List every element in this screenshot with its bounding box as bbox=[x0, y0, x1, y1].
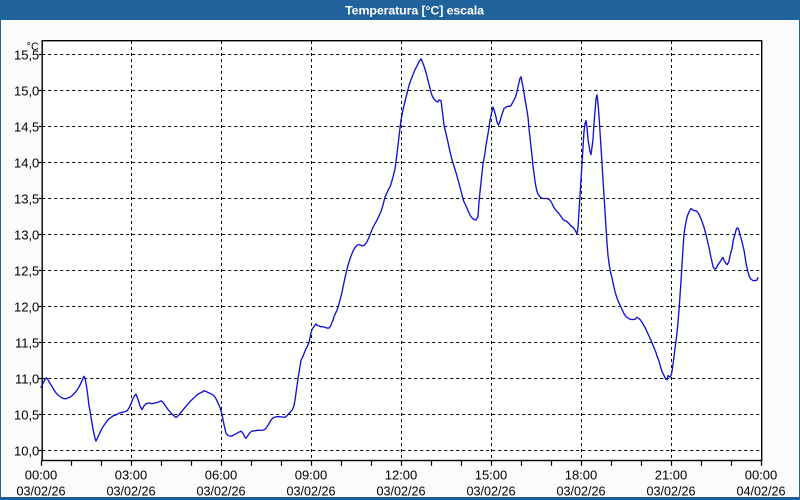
svg-text:15:00: 15:00 bbox=[475, 468, 508, 483]
svg-text:14,0: 14,0 bbox=[14, 156, 39, 171]
svg-text:Temperatura [°C] escala: Temperatura [°C] escala bbox=[345, 4, 484, 18]
svg-text:03/02/26: 03/02/26 bbox=[16, 484, 65, 498]
svg-text:03/02/26: 03/02/26 bbox=[286, 484, 335, 498]
svg-text:03/02/26: 03/02/26 bbox=[376, 484, 425, 498]
svg-text:°C: °C bbox=[27, 41, 39, 53]
svg-text:12,5: 12,5 bbox=[14, 264, 39, 279]
svg-text:00:00: 00:00 bbox=[745, 468, 778, 483]
svg-text:03/02/26: 03/02/26 bbox=[646, 484, 695, 498]
svg-text:03/02/26: 03/02/26 bbox=[106, 484, 155, 498]
svg-text:10,0: 10,0 bbox=[14, 444, 39, 459]
svg-text:12:00: 12:00 bbox=[385, 468, 418, 483]
svg-text:21:00: 21:00 bbox=[655, 468, 688, 483]
svg-text:15,0: 15,0 bbox=[14, 84, 39, 99]
svg-text:04/02/26: 04/02/26 bbox=[736, 484, 785, 498]
svg-text:13,0: 13,0 bbox=[14, 228, 39, 243]
svg-text:09:00: 09:00 bbox=[295, 468, 328, 483]
svg-text:03/02/26: 03/02/26 bbox=[556, 484, 605, 498]
svg-text:00:00: 00:00 bbox=[25, 468, 58, 483]
svg-text:10,5: 10,5 bbox=[14, 408, 39, 423]
svg-text:18:00: 18:00 bbox=[565, 468, 598, 483]
svg-text:11,5: 11,5 bbox=[15, 336, 39, 351]
svg-text:13,5: 13,5 bbox=[14, 192, 39, 207]
svg-text:15,5: 15,5 bbox=[14, 48, 39, 63]
svg-text:06:00: 06:00 bbox=[205, 468, 238, 483]
svg-text:03/02/26: 03/02/26 bbox=[196, 484, 245, 498]
svg-text:11,0: 11,0 bbox=[15, 372, 39, 387]
svg-text:03/02/26: 03/02/26 bbox=[466, 484, 515, 498]
svg-text:14,5: 14,5 bbox=[14, 120, 39, 135]
svg-text:03:00: 03:00 bbox=[115, 468, 148, 483]
svg-text:12,0: 12,0 bbox=[14, 300, 39, 315]
